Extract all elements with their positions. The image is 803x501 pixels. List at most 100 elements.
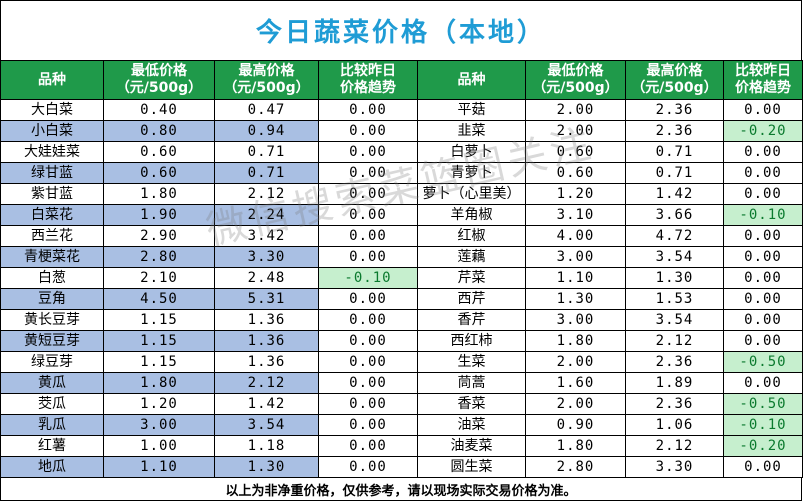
vegetable-name-right: 香芹 bbox=[417, 309, 526, 331]
price-table-body: 大白菜 0.40 0.47 0.00 平菇 2.00 2.36 0.00 小白菜 0.80 0.94… bbox=[0, 99, 803, 478]
price-trend-left: 0.00 bbox=[318, 435, 418, 457]
price-trend-left: 0.00 bbox=[318, 330, 418, 352]
high-price-right: 1.06 bbox=[625, 414, 724, 436]
high-price-right: 2.36 bbox=[625, 351, 724, 373]
price-trend-right: -0.50 bbox=[723, 393, 803, 415]
high-price-left: 1.18 bbox=[214, 435, 319, 457]
table-row: 白菜花 1.90 2.24 0.00 羊角椒 3.10 3.66 -0.10 bbox=[0, 204, 803, 226]
high-price-right: 4.72 bbox=[625, 225, 724, 247]
price-trend-right: -0.20 bbox=[723, 120, 803, 142]
vegetable-name-right: 青萝卜 bbox=[417, 162, 526, 184]
high-price-right: 1.30 bbox=[625, 267, 724, 289]
low-price-right: 4.00 bbox=[525, 225, 626, 247]
table-row: 大白菜 0.40 0.47 0.00 平菇 2.00 2.36 0.00 bbox=[0, 99, 803, 121]
price-trend-left: 0.00 bbox=[318, 288, 418, 310]
high-price-left: 3.54 bbox=[214, 414, 319, 436]
table-row: 白葱 2.10 2.48 -0.10 芹菜 1.10 1.30 0.00 bbox=[0, 267, 803, 289]
table-row: 小白菜 0.80 0.94 0.00 韭菜 2.00 2.36 -0.20 bbox=[0, 120, 803, 142]
high-price-left: 1.36 bbox=[214, 330, 319, 352]
price-trend-left: 0.00 bbox=[318, 162, 418, 184]
high-price-right: 0.71 bbox=[625, 162, 724, 184]
table-row: 豆角 4.50 5.31 0.00 西芹 1.30 1.53 0.00 bbox=[0, 288, 803, 310]
vegetable-name-right: 萝卜（心里美） bbox=[417, 183, 526, 205]
high-price-left: 0.71 bbox=[214, 162, 319, 184]
low-price-right: 3.00 bbox=[525, 309, 626, 331]
low-price-left: 0.80 bbox=[103, 120, 215, 142]
low-price-right: 0.60 bbox=[525, 162, 626, 184]
high-price-right: 2.12 bbox=[625, 330, 724, 352]
vegetable-name-left: 青梗菜花 bbox=[0, 246, 104, 268]
vegetable-name-left: 豆角 bbox=[0, 288, 104, 310]
table-row: 地瓜 1.10 1.30 0.00 圆生菜 2.80 3.30 0.00 bbox=[0, 456, 803, 478]
high-price-left: 0.47 bbox=[214, 99, 319, 121]
high-price-right: 2.36 bbox=[625, 393, 724, 415]
high-price-right: 1.53 bbox=[625, 288, 724, 310]
table-row: 青梗菜花 2.80 3.30 0.00 莲藕 3.00 3.54 0.00 bbox=[0, 246, 803, 268]
price-trend-left: 0.00 bbox=[318, 246, 418, 268]
low-price-left: 0.60 bbox=[103, 162, 215, 184]
low-price-left: 2.80 bbox=[103, 246, 215, 268]
vegetable-name-right: 西芹 bbox=[417, 288, 526, 310]
price-trend-left: 0.00 bbox=[318, 120, 418, 142]
vegetable-name-right: 圆生菜 bbox=[417, 456, 526, 478]
vegetable-name-left: 乳瓜 bbox=[0, 414, 104, 436]
price-trend-right: -0.20 bbox=[723, 435, 803, 457]
low-price-left: 1.80 bbox=[103, 372, 215, 394]
low-price-right: 1.60 bbox=[525, 372, 626, 394]
low-price-right: 0.90 bbox=[525, 414, 626, 436]
table-row: 紫甘蓝 1.80 2.12 0.00 萝卜（心里美） 1.20 1.42 0.00 bbox=[0, 183, 803, 205]
price-trend-left: 0.00 bbox=[318, 414, 418, 436]
vegetable-name-right: 油菜 bbox=[417, 414, 526, 436]
table-row: 黄瓜 1.80 2.12 0.00 茼蒿 1.60 1.89 0.00 bbox=[0, 372, 803, 394]
high-price-right: 2.12 bbox=[625, 435, 724, 457]
high-price-right: 3.54 bbox=[625, 309, 724, 331]
vegetable-name-left: 绿甘蓝 bbox=[0, 162, 104, 184]
price-trend-right: 0.00 bbox=[723, 162, 803, 184]
high-price-right: 3.66 bbox=[625, 204, 724, 226]
low-price-left: 1.20 bbox=[103, 393, 215, 415]
price-trend-right: 0.00 bbox=[723, 246, 803, 268]
high-price-left: 3.30 bbox=[214, 246, 319, 268]
price-trend-left: 0.00 bbox=[318, 351, 418, 373]
table-row: 黄长豆芽 1.15 1.36 0.00 香芹 3.00 3.54 0.00 bbox=[0, 309, 803, 331]
low-price-right: 2.00 bbox=[525, 351, 626, 373]
price-trend-right: 0.00 bbox=[723, 225, 803, 247]
header-name-right: 品种 bbox=[417, 60, 526, 100]
vegetable-name-right: 平菇 bbox=[417, 99, 526, 121]
high-price-left: 2.24 bbox=[214, 204, 319, 226]
vegetable-name-left: 白菜花 bbox=[0, 204, 104, 226]
price-trend-left: 0.00 bbox=[318, 99, 418, 121]
price-trend-left: 0.00 bbox=[318, 225, 418, 247]
price-trend-left: 0.00 bbox=[318, 456, 418, 478]
vegetable-name-left: 大娃娃菜 bbox=[0, 141, 104, 163]
price-trend-left: 0.00 bbox=[318, 393, 418, 415]
low-price-right: 1.80 bbox=[525, 330, 626, 352]
price-trend-right: 0.00 bbox=[723, 267, 803, 289]
high-price-left: 3.42 bbox=[214, 225, 319, 247]
price-trend-left: 0.00 bbox=[318, 309, 418, 331]
high-price-right: 2.36 bbox=[625, 99, 724, 121]
low-price-right: 3.10 bbox=[525, 204, 626, 226]
vegetable-name-right: 油麦菜 bbox=[417, 435, 526, 457]
sheet-title: 今日蔬菜价格（本地） bbox=[0, 0, 802, 60]
low-price-left: 1.90 bbox=[103, 204, 215, 226]
low-price-left: 2.10 bbox=[103, 267, 215, 289]
price-trend-right: -0.10 bbox=[723, 414, 803, 436]
table-header-row: 品种 最低价格 （元/500g） 最高价格 （元/500g） 比较昨日 价格趋势 品种… bbox=[0, 60, 803, 100]
table-row: 绿豆芽 1.15 1.36 0.00 生菜 2.00 2.36 -0.50 bbox=[0, 351, 803, 373]
high-price-right: 0.71 bbox=[625, 141, 724, 163]
vegetable-name-right: 西红柿 bbox=[417, 330, 526, 352]
high-price-left: 1.36 bbox=[214, 309, 319, 331]
vegetable-name-left: 黄长豆芽 bbox=[0, 309, 104, 331]
vegetable-name-right: 芹菜 bbox=[417, 267, 526, 289]
high-price-left: 1.36 bbox=[214, 351, 319, 373]
table-row: 大娃娃菜 0.60 0.71 0.00 白萝卜 0.60 0.71 0.00 bbox=[0, 141, 803, 163]
high-price-right: 1.89 bbox=[625, 372, 724, 394]
high-price-left: 2.12 bbox=[214, 372, 319, 394]
low-price-right: 0.60 bbox=[525, 141, 626, 163]
header-high-left: 最高价格 （元/500g） bbox=[214, 60, 319, 100]
price-trend-left: 0.00 bbox=[318, 183, 418, 205]
low-price-right: 2.80 bbox=[525, 456, 626, 478]
price-trend-right: 0.00 bbox=[723, 99, 803, 121]
low-price-left: 1.15 bbox=[103, 309, 215, 331]
